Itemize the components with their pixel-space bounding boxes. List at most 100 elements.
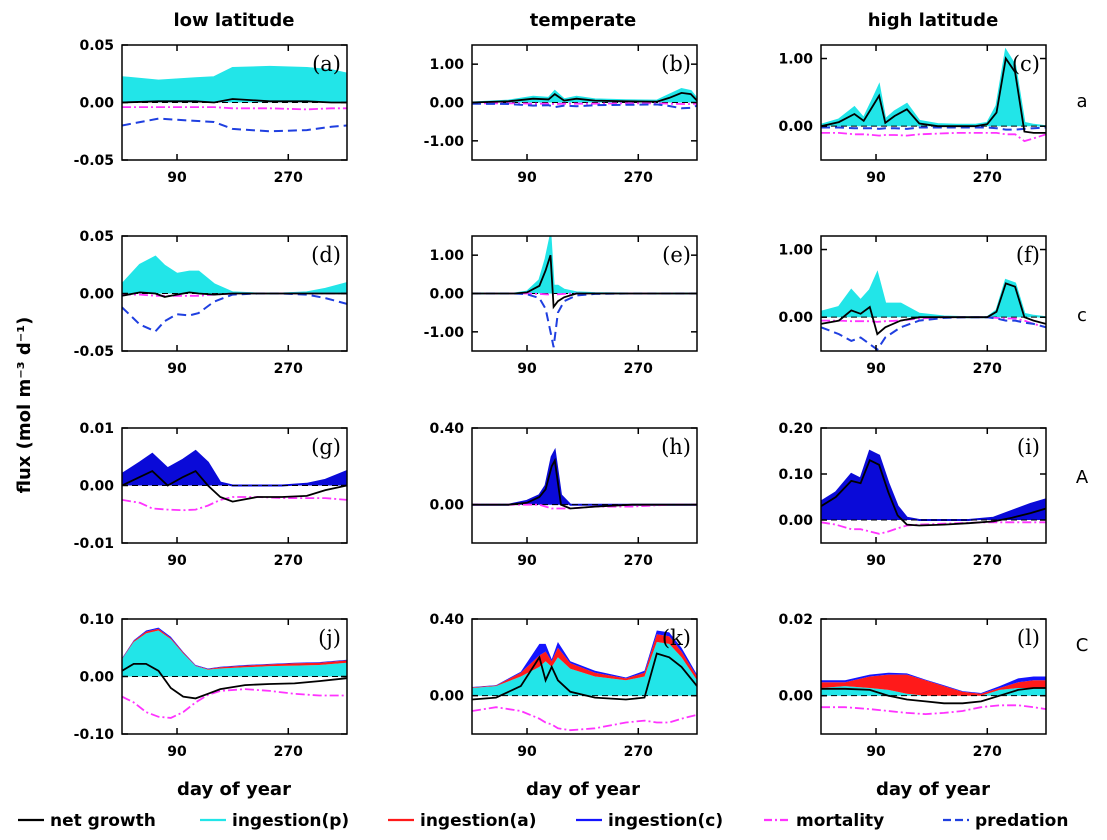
plot-area-g <box>122 449 347 512</box>
line-mortality-j <box>122 688 347 719</box>
area-ingestionp-d <box>122 256 347 294</box>
panel-label-h: (h) <box>661 435 691 459</box>
line-mortality-i <box>821 521 1046 535</box>
y-tick-label-b: -1.00 <box>424 134 465 150</box>
x-tick-label-e: 270 <box>624 361 653 377</box>
x-tick-label-k: 90 <box>517 744 537 760</box>
line-net-growth-h <box>472 457 697 510</box>
plot-area-i <box>821 449 1046 535</box>
row-label-A: A <box>1076 467 1089 488</box>
line-predation-f <box>821 316 1046 351</box>
line-mortality-h <box>472 503 697 510</box>
area-ingestiona-i <box>821 451 1046 520</box>
area-ingestiona-h <box>472 451 697 505</box>
area-ingestionp-k <box>472 642 697 696</box>
area-edge-g <box>122 449 347 487</box>
line-predation-b <box>472 102 697 110</box>
area-ingestiona-j <box>122 628 347 670</box>
line-predation-d <box>122 292 347 333</box>
x-tick-label-f: 270 <box>973 361 1002 377</box>
panel-label-f: (f) <box>1016 243 1040 267</box>
line-net-growth-i <box>821 458 1046 527</box>
plot-area-e <box>472 236 697 348</box>
legend-label-net-growth: net growth <box>50 811 156 831</box>
plot-area-k <box>472 630 697 732</box>
line-net-growth-c <box>821 56 1046 134</box>
line-mortality-g <box>122 496 347 512</box>
x-tick-label-l: 270 <box>973 744 1002 760</box>
line-mortality-c <box>821 131 1046 143</box>
plot-area-d <box>122 255 347 333</box>
axes-frame-k <box>471 618 698 735</box>
column-title-high-latitude: high latitude <box>868 10 999 31</box>
panel-label-k: (k) <box>662 626 691 650</box>
y-tick-label-e: 0.00 <box>429 287 464 303</box>
panel-label-d: (d) <box>311 243 341 267</box>
area-edge-c <box>821 47 1046 128</box>
plot-area-h <box>472 447 697 510</box>
axes-frame-f <box>820 235 1047 352</box>
area-ingestionc-k <box>472 630 697 688</box>
x-tick-label-e: 90 <box>517 361 537 377</box>
plot-area-c <box>821 47 1046 143</box>
line-predation-c <box>821 126 1046 131</box>
line-net-growth-l <box>821 687 1046 705</box>
line-predation-a <box>122 117 347 133</box>
area-ingestionp-f <box>821 273 1046 318</box>
y-tick-label-j: -0.10 <box>74 727 115 743</box>
column-title-low-latitude: low latitude <box>173 10 294 31</box>
x-tick-label-c: 90 <box>866 170 886 186</box>
line-predation-e <box>472 292 697 348</box>
x-tick-label-a: 90 <box>167 170 187 186</box>
x-tick-label-h: 270 <box>624 553 653 569</box>
plot-area-j <box>122 627 347 719</box>
plot-area-l <box>821 672 1046 716</box>
line-mortality-d <box>122 292 347 297</box>
area-edge-d <box>122 255 347 295</box>
legend-label-predation: predation <box>975 811 1068 831</box>
panel-i: 0.20 0.10 0.00 90 270 (i) <box>778 421 1047 569</box>
x-tick-label-j: 270 <box>274 744 303 760</box>
x-tick-label-k: 270 <box>624 744 653 760</box>
y-tick-label-i: 0.10 <box>778 467 813 483</box>
x-axis-label-high-latitude: day of year <box>876 779 990 800</box>
x-tick-label-j: 90 <box>167 744 187 760</box>
panel-label-l: (l) <box>1017 626 1040 650</box>
x-tick-label-d: 270 <box>274 361 303 377</box>
x-tick-label-i: 90 <box>866 553 886 569</box>
x-axis-labels: day of year day of year day of year <box>177 779 990 800</box>
panel-g: 0.01 0.00 -0.01 90 270 (g) <box>74 421 348 569</box>
plot-area-a <box>122 65 347 133</box>
panel-label-g: (g) <box>311 435 341 459</box>
panel-d: 0.05 0.00 -0.05 90 270 (d) <box>74 229 348 377</box>
y-tick-label-i: 0.00 <box>778 513 813 529</box>
panel-j: 0.10 0.00 -0.10 90 270 (j) <box>74 612 348 760</box>
area-ingestionp-a <box>122 66 347 103</box>
y-tick-label-d: -0.05 <box>74 344 114 360</box>
y-tick-label-l: 0.00 <box>778 689 813 705</box>
legend-label-ingestionc: ingestion(c) <box>608 811 723 831</box>
area-edge-i <box>821 449 1046 521</box>
legend-label-mortality: mortality <box>796 811 884 831</box>
y-tick-label-j: 0.10 <box>79 612 114 628</box>
axes-frame-c <box>820 44 1047 161</box>
y-tick-label-a: 0.05 <box>79 38 114 54</box>
row-labels: a c A C <box>1076 91 1089 656</box>
line-net-growth-k <box>472 652 697 701</box>
legend: net growth ingestion(p) ingestion(a) ingest… <box>18 811 1068 831</box>
panel-k: 0.40 0.00 90 270 (k) <box>429 612 698 760</box>
y-tick-label-b: 1.00 <box>429 57 464 73</box>
y-tick-label-c: 0.00 <box>778 119 813 135</box>
legend-label-ingestionp: ingestion(p) <box>232 811 349 831</box>
panel-b: 1.00 0.00 -1.00 90 270 (b) <box>424 44 698 186</box>
y-tick-label-f: 0.00 <box>778 310 813 326</box>
line-net-growth-j <box>122 663 347 700</box>
line-net-growth-f <box>821 282 1046 336</box>
y-tick-label-a: 0.00 <box>79 96 114 112</box>
axes-frame-i <box>820 427 1047 544</box>
line-net-growth-d <box>122 291 347 298</box>
panel-f: 1.00 0.00 90 270 (f) <box>778 235 1047 377</box>
line-net-growth-g <box>122 469 347 503</box>
x-axis-label-temperate: day of year <box>526 779 640 800</box>
x-tick-label-l: 90 <box>866 744 886 760</box>
